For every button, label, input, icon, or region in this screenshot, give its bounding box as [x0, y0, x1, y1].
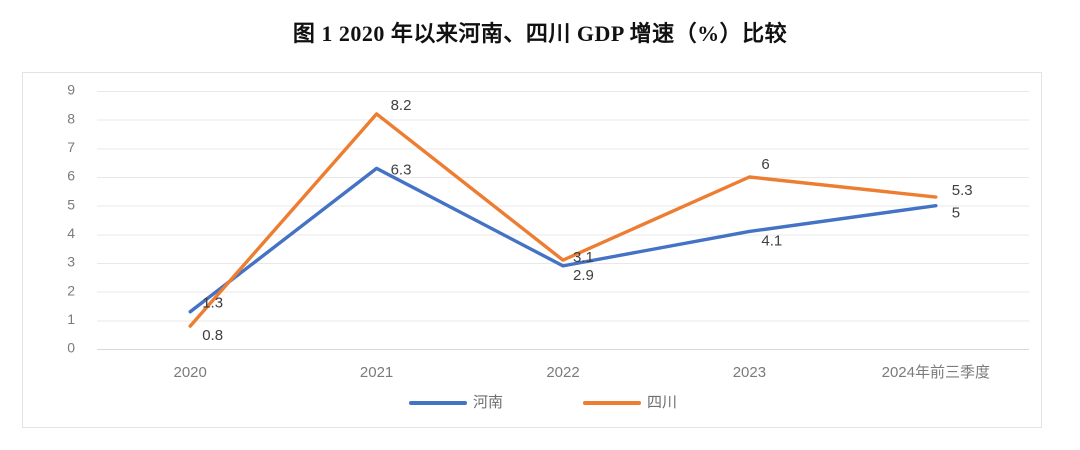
y-axis-tick-label: 0 — [67, 340, 75, 356]
data-point-labels-group: 1.3 6.3 2.9 4.1 5 0.8 8.2 3.1 6 5.3 — [202, 97, 972, 344]
legend-label: 四川 — [647, 394, 677, 411]
x-axis-tick-label: 2023 — [733, 364, 766, 381]
data-point-label: 2.9 — [573, 267, 594, 284]
chart-frame: 0 1 2 3 4 5 6 7 8 9 1.3 6.3 2.9 4.1 5 0.8 8.2 3.1 6 5.3 20… — [22, 72, 1042, 428]
data-point-label: 5.3 — [952, 182, 973, 199]
x-axis-tick-labels: 2020 2021 2022 2023 2024年前三季度 — [174, 364, 990, 381]
data-point-label: 3.1 — [573, 249, 594, 266]
series-line-sichuan — [188, 112, 938, 328]
data-point-label: 5 — [952, 205, 960, 222]
data-point-label: 1.3 — [202, 295, 223, 312]
x-axis-tick-label: 2021 — [360, 364, 393, 381]
chart-legend: 河南 四川 — [409, 394, 677, 411]
series-lines-group — [188, 112, 938, 328]
data-point-label: 6.3 — [391, 161, 412, 178]
x-axis-tick-label: 2020 — [174, 364, 207, 381]
x-axis-tick-label: 2024年前三季度 — [882, 364, 990, 381]
y-axis-tick-label: 1 — [67, 311, 75, 327]
y-axis-tick-label: 5 — [67, 196, 75, 212]
y-axis-tick-labels: 0 1 2 3 4 5 6 7 8 9 — [67, 82, 75, 356]
y-axis-tick-label: 4 — [67, 225, 75, 241]
series-line-henan — [188, 166, 938, 314]
data-point-label: 6 — [761, 156, 769, 173]
y-axis-tick-label: 6 — [67, 168, 75, 184]
page-title: 图 1 2020 年以来河南、四川 GDP 增速（%）比较 — [292, 21, 788, 46]
y-axis-tick-label: 9 — [67, 82, 75, 98]
x-axis-tick-label: 2022 — [546, 364, 579, 381]
y-axis-tick-label: 2 — [67, 282, 75, 298]
data-point-label: 4.1 — [761, 232, 782, 249]
data-point-label: 8.2 — [391, 97, 412, 114]
y-axis-tick-label: 3 — [67, 254, 75, 270]
data-point-label: 0.8 — [202, 327, 223, 344]
gdp-growth-line-chart: 0 1 2 3 4 5 6 7 8 9 1.3 6.3 2.9 4.1 5 0.8 8.2 3.1 6 5.3 20… — [67, 82, 1029, 411]
gridlines-group — [97, 91, 1029, 350]
y-axis-tick-label: 7 — [67, 139, 75, 155]
y-axis-tick-label: 8 — [67, 110, 75, 126]
legend-label: 河南 — [473, 394, 503, 411]
